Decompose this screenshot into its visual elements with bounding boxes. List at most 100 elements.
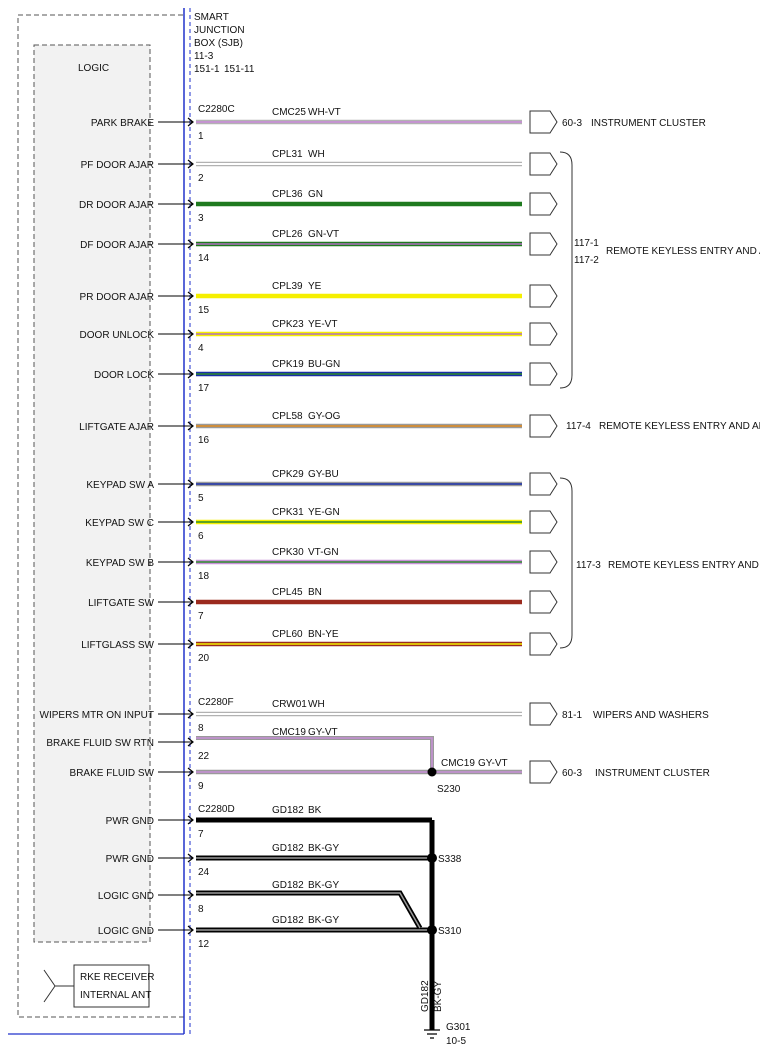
splice-s338-dot [427, 853, 437, 863]
connector-plug-icon [529, 632, 558, 656]
signal-label: PR DOOR AJAR [80, 292, 154, 303]
splice-s310-label: S310 [438, 926, 462, 937]
connector-plug-icon [529, 510, 558, 534]
signal-label: PF DOOR AJAR [81, 160, 154, 171]
connector-plug-icon [529, 760, 558, 784]
rke-label-line-1: RKE RECEIVER [80, 972, 154, 983]
dest-6-label: INSTRUMENT CLUSTER [595, 768, 710, 779]
wire-color-code: VT-GN [308, 547, 339, 558]
splice-s310-dot [427, 925, 437, 935]
module-title-line-3: BOX (SJB) [194, 38, 243, 49]
pin-number: 9 [198, 781, 204, 792]
circuit-id: CMC19 [272, 727, 306, 738]
brake-out-circuit: CMC19 [441, 758, 475, 769]
circuit-id: CPK29 [272, 469, 304, 480]
circuit-id: CPL36 [272, 189, 303, 200]
wire-color-code: YE-GN [308, 507, 340, 518]
dest-2-page-b: 117-2 [574, 255, 599, 266]
signal-label: LIFTGATE AJAR [79, 422, 154, 433]
signal-label: LIFTGATE SW [88, 598, 154, 609]
signal-label: DOOR UNLOCK [80, 330, 155, 341]
circuit-id: CPK19 [272, 359, 304, 370]
logic-dashed-block [33, 44, 151, 943]
circuit-id: CMC25 [272, 107, 306, 118]
splice-s230-dot [427, 767, 437, 777]
brake-out-color-code: GY-VT [478, 758, 508, 769]
signal-label: LOGIC GND [98, 891, 154, 902]
dest-6-page: 60-3 [562, 768, 582, 779]
circuit-id: CPK23 [272, 319, 304, 330]
rke-label-line-2: INTERNAL ANT [80, 990, 151, 1001]
dest-5-page: 81-1 [562, 710, 582, 721]
circuit-id: CPK30 [272, 547, 304, 558]
pin-number: 2 [198, 173, 204, 184]
pin-number: 24 [198, 867, 210, 878]
signal-label: BRAKE FLUID SW RTN [46, 738, 154, 749]
module-title-line-2: JUNCTION [194, 25, 245, 36]
brake-fluid-jog-stripe [196, 737, 433, 772]
circuit-id: CPL31 [272, 149, 303, 160]
dest-1-label: INSTRUMENT CLUSTER [591, 118, 706, 129]
connector-plug-icon [529, 284, 558, 308]
signal-label: LIFTGLASS SW [81, 640, 154, 651]
brake-fluid-jog-wire [196, 736, 434, 772]
pin-number: 5 [198, 493, 204, 504]
module-page-ref-a: 151-1 [194, 64, 220, 75]
circuit-id: GD182 [272, 915, 304, 926]
signal-label: DR DOOR AJAR [79, 200, 154, 211]
wire-color-code: WH [308, 699, 325, 710]
dest-1-page: 60-3 [562, 118, 582, 129]
connector-plug-icon [529, 322, 558, 346]
module-title-line-4: 11-3 [194, 51, 214, 62]
wire-color-code: YE [308, 281, 322, 292]
circuit-id: CPL26 [272, 229, 303, 240]
signal-label: LOGIC GND [98, 926, 154, 937]
wire-color-code: BK-GY [308, 880, 339, 891]
pin-number: 14 [198, 253, 210, 264]
connector-plug-icon [529, 110, 558, 134]
rke-receiver-box [73, 964, 150, 1008]
dest-3-page: 117-4 [566, 421, 591, 432]
splice-s230-label: S230 [437, 784, 461, 795]
rke-bracket-2 [559, 477, 573, 649]
circuit-id: CRW01 [272, 699, 307, 710]
signal-label: WIPERS MTR ON INPUT [40, 710, 154, 721]
circuit-id: CPL39 [272, 281, 303, 292]
pin-number: 16 [198, 435, 210, 446]
pin-number: 18 [198, 571, 210, 582]
wire-color-code: BK-GY [308, 915, 339, 926]
signal-label: PWR GND [106, 854, 154, 865]
logic-label: LOGIC [78, 63, 109, 74]
ground-color-code-label: BK-GY [433, 981, 444, 1012]
wire-color-code: BK-GY [308, 843, 339, 854]
connector-plug-icon [529, 192, 558, 216]
dest-4-label: REMOTE KEYLESS ENTRY AND ALARM [608, 560, 760, 571]
pin-number: 8 [198, 723, 204, 734]
pin-number: 8 [198, 904, 204, 915]
signal-label: PARK BRAKE [91, 118, 154, 129]
rke-bracket-1 [559, 151, 573, 389]
circuit-id: CPL60 [272, 629, 303, 640]
wire-color-code: WH [308, 149, 325, 160]
ground-symbol-icon [424, 1029, 440, 1039]
pin-number: 20 [198, 653, 210, 664]
ground-circuit-label: GD182 [420, 980, 431, 1012]
ground-page: 10-5 [446, 1036, 466, 1047]
connector-plug-icon [529, 702, 558, 726]
wire-color-code: BN [308, 587, 322, 598]
signal-label: DOOR LOCK [94, 370, 154, 381]
signal-label: DF DOOR AJAR [80, 240, 154, 251]
wire-color-code: GY-OG [308, 411, 341, 422]
signal-labels: PARK BRAKE 1 CMC25 WH-VT PF DOOR AJAR 2 CPL31 W… [40, 107, 341, 950]
dest-2-label: REMOTE KEYLESS ENTRY AND ALARM [606, 246, 760, 257]
pin-number: 1 [198, 131, 204, 142]
circuit-id: CPL58 [272, 411, 303, 422]
ground-id: G301 [446, 1022, 471, 1033]
connector-plug-icon [529, 152, 558, 176]
signal-label: BRAKE FLUID SW [70, 768, 155, 779]
connector-c2280d: C2280D [198, 804, 235, 815]
pin-number: 17 [198, 383, 210, 394]
connector-plug-icon [529, 414, 558, 438]
pin-number: 7 [198, 611, 204, 622]
wire-color-code: BN-YE [308, 629, 339, 640]
